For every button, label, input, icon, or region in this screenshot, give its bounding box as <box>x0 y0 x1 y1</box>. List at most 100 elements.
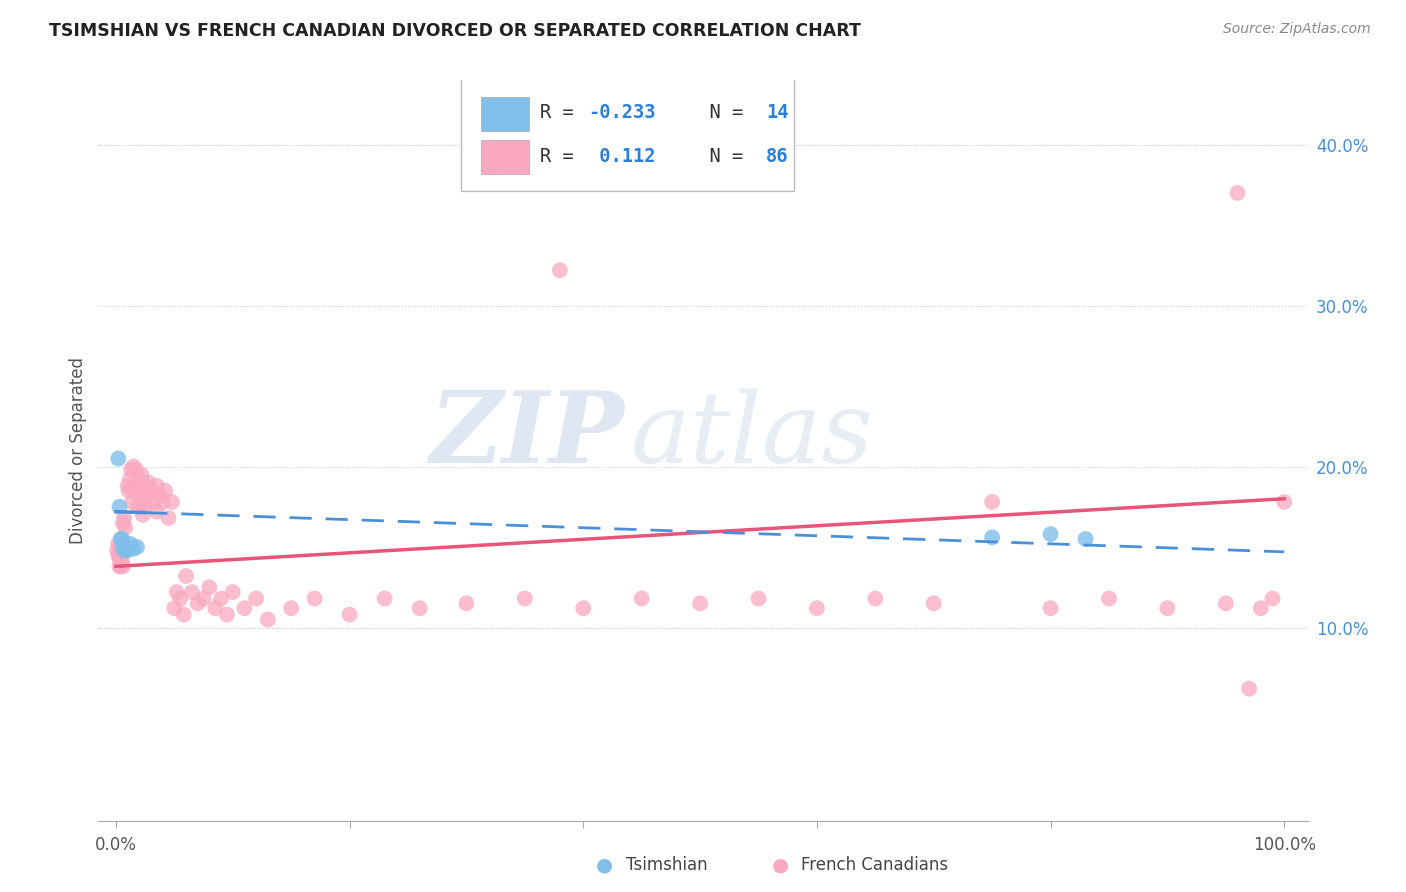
Point <box>198 580 221 594</box>
Point <box>1074 532 1097 546</box>
Point <box>131 467 153 482</box>
Point <box>204 601 226 615</box>
Point <box>630 591 652 606</box>
Text: 14: 14 <box>766 103 789 121</box>
Text: N =: N = <box>688 103 755 121</box>
Point <box>111 532 134 546</box>
Point <box>110 532 132 546</box>
Point <box>108 500 131 514</box>
Point <box>153 483 176 498</box>
Point <box>111 553 134 567</box>
Y-axis label: Divorced or Separated: Divorced or Separated <box>69 357 87 544</box>
Point <box>215 607 238 622</box>
Point <box>806 601 828 615</box>
Point <box>1250 601 1272 615</box>
Point <box>125 540 148 554</box>
Point <box>114 521 136 535</box>
Point <box>118 537 141 551</box>
Text: ●: ● <box>772 855 789 875</box>
Point <box>1039 601 1062 615</box>
Text: TSIMSHIAN VS FRENCH CANADIAN DIVORCED OR SEPARATED CORRELATION CHART: TSIMSHIAN VS FRENCH CANADIAN DIVORCED OR… <box>49 22 860 40</box>
Point <box>122 483 145 498</box>
Point <box>209 591 232 606</box>
Point <box>169 591 191 606</box>
Point <box>118 483 141 498</box>
Point <box>112 511 135 525</box>
Text: atlas: atlas <box>630 388 873 483</box>
Point <box>456 596 478 610</box>
Point <box>117 479 139 493</box>
Point <box>110 543 132 558</box>
Point <box>233 601 256 615</box>
Point <box>152 495 174 509</box>
FancyBboxPatch shape <box>481 139 529 174</box>
Point <box>111 540 134 554</box>
Point <box>115 543 138 558</box>
Point <box>120 463 142 477</box>
Point <box>108 559 131 574</box>
Point <box>110 559 132 574</box>
Point <box>180 585 202 599</box>
Text: French Canadians: French Canadians <box>801 856 949 874</box>
Point <box>572 601 595 615</box>
Point <box>121 495 143 509</box>
Point <box>146 505 169 519</box>
Point <box>146 479 169 493</box>
Point <box>111 559 134 574</box>
Point <box>166 585 188 599</box>
Text: ●: ● <box>596 855 613 875</box>
Point <box>187 596 209 610</box>
Point <box>124 479 146 493</box>
Text: R =: R = <box>540 103 585 121</box>
Point <box>374 591 396 606</box>
Text: -0.233: -0.233 <box>588 103 655 121</box>
Point <box>136 489 159 503</box>
Text: Source: ZipAtlas.com: Source: ZipAtlas.com <box>1223 22 1371 37</box>
Point <box>134 500 156 514</box>
Point <box>142 495 165 509</box>
Point <box>922 596 945 610</box>
Point <box>111 532 134 546</box>
Point <box>1272 495 1295 509</box>
Point <box>981 495 1004 509</box>
Point <box>1039 527 1062 541</box>
Point <box>256 612 278 626</box>
Point <box>105 543 128 558</box>
Point <box>149 489 172 503</box>
Point <box>138 475 160 490</box>
Text: ZIP: ZIP <box>429 387 624 483</box>
Point <box>689 596 711 610</box>
Point <box>114 540 136 554</box>
Point <box>174 569 197 583</box>
Point <box>1261 591 1284 606</box>
Point <box>157 511 180 525</box>
Point <box>122 459 145 474</box>
Point <box>173 607 195 622</box>
Point <box>160 495 183 509</box>
Text: 86: 86 <box>766 147 789 166</box>
FancyBboxPatch shape <box>481 96 529 130</box>
Point <box>107 451 129 466</box>
Point <box>107 548 129 562</box>
Point <box>548 263 571 277</box>
Point <box>222 585 245 599</box>
Point <box>163 601 186 615</box>
Point <box>118 472 141 486</box>
Point <box>1098 591 1121 606</box>
Point <box>193 591 215 606</box>
Text: Tsimshian: Tsimshian <box>626 856 707 874</box>
Point <box>981 530 1004 544</box>
Point <box>513 591 536 606</box>
Point <box>747 591 769 606</box>
Point <box>122 541 145 556</box>
Point <box>108 551 131 566</box>
Point <box>1237 681 1260 696</box>
Point <box>107 537 129 551</box>
Point <box>1226 186 1249 200</box>
Point <box>112 543 135 558</box>
Point <box>139 483 162 498</box>
Point <box>128 472 150 486</box>
Point <box>112 543 135 558</box>
Point <box>117 543 139 558</box>
Point <box>114 540 136 554</box>
